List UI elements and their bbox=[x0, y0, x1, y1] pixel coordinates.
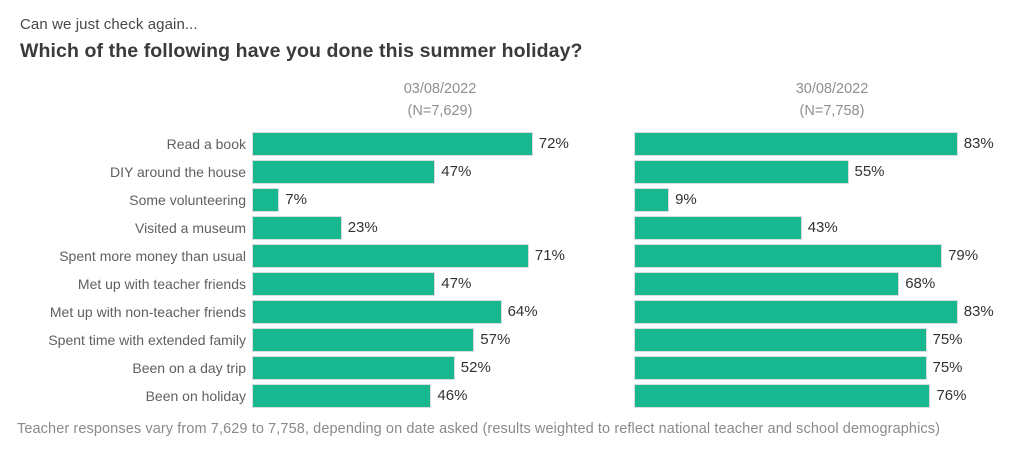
category-label: DIY around the house bbox=[110, 163, 246, 180]
bar-right bbox=[634, 271, 900, 296]
bar-left bbox=[252, 159, 436, 184]
plot-cell-right: 83% bbox=[634, 298, 1024, 326]
plot-cell-left: 64% bbox=[252, 298, 628, 326]
bar-left bbox=[252, 383, 432, 408]
column-header-right-n: (N=7,758) bbox=[799, 102, 865, 119]
plot-cell-left: 46% bbox=[252, 382, 628, 410]
plot-cell-left: 23% bbox=[252, 214, 628, 242]
column-header-right-date: 30/08/2022 bbox=[795, 81, 869, 97]
plot-cell-left: 72% bbox=[252, 130, 628, 158]
bar-right bbox=[634, 131, 958, 156]
category-label: Spent more money than usual bbox=[59, 247, 246, 264]
bar-left bbox=[252, 187, 280, 212]
value-label: 68% bbox=[905, 275, 936, 292]
bar-left bbox=[252, 299, 502, 324]
column-header-left-n: (N=7,629) bbox=[407, 102, 473, 119]
plot-cell-right: 75% bbox=[634, 354, 1024, 382]
plot-cell-right: 55% bbox=[634, 158, 1024, 186]
plot-cell-left: 47% bbox=[252, 158, 628, 186]
chart-title: Which of the following have you done thi… bbox=[20, 40, 583, 62]
column-header-left: 03/08/2022 (N=7,629) bbox=[252, 79, 628, 130]
bar-right bbox=[634, 383, 931, 408]
bar-left bbox=[252, 215, 342, 240]
plot-cell-right: 9% bbox=[634, 186, 1024, 214]
value-label: 75% bbox=[932, 359, 963, 376]
value-label: 79% bbox=[948, 247, 979, 264]
category-label: Spent time with extended family bbox=[48, 331, 246, 348]
bar-right bbox=[634, 243, 943, 268]
plot-cell-left: 47% bbox=[252, 270, 628, 298]
value-label: 52% bbox=[460, 359, 491, 376]
value-label: 57% bbox=[480, 331, 511, 348]
plot-cell-left: 52% bbox=[252, 354, 628, 382]
plot-cell-left: 57% bbox=[252, 326, 628, 354]
bar-left bbox=[252, 355, 455, 380]
value-label: 9% bbox=[675, 191, 697, 208]
bar-right bbox=[634, 215, 802, 240]
header-spacer bbox=[20, 79, 246, 130]
bar-left bbox=[252, 327, 475, 352]
bar-right bbox=[634, 187, 670, 212]
bar-left bbox=[252, 243, 529, 268]
category-label: Met up with teacher friends bbox=[77, 275, 246, 292]
column-header-right: 30/08/2022 (N=7,758) bbox=[634, 79, 1024, 130]
bar-right bbox=[634, 299, 958, 324]
plot-cell-right: 76% bbox=[634, 382, 1024, 410]
value-label: 43% bbox=[807, 219, 838, 236]
value-label: 75% bbox=[932, 331, 963, 348]
category-label: Some volunteering bbox=[129, 191, 246, 208]
bar-left bbox=[252, 271, 436, 296]
plot-cell-left: 71% bbox=[252, 242, 628, 270]
value-label: 47% bbox=[441, 163, 472, 180]
column-header-left-date: 03/08/2022 bbox=[403, 81, 477, 97]
plot-cell-right: 43% bbox=[634, 214, 1024, 242]
chart-footnote: Teacher responses vary from 7,629 to 7,7… bbox=[17, 420, 941, 437]
category-label: Met up with non-teacher friends bbox=[49, 303, 246, 320]
value-label: 64% bbox=[507, 303, 538, 320]
value-label: 72% bbox=[538, 135, 569, 152]
value-label: 7% bbox=[285, 191, 307, 208]
value-label: 71% bbox=[534, 247, 565, 264]
bar-right bbox=[634, 159, 849, 184]
value-label: 55% bbox=[854, 163, 885, 180]
plot-cell-right: 83% bbox=[634, 130, 1024, 158]
plot-cell-right: 68% bbox=[634, 270, 1024, 298]
value-label: 46% bbox=[437, 387, 468, 404]
plot-cell-right: 75% bbox=[634, 326, 1024, 354]
category-label: Been on a day trip bbox=[132, 359, 246, 376]
category-label: Been on holiday bbox=[145, 387, 246, 404]
plot-cell-right: 79% bbox=[634, 242, 1024, 270]
chart-subtitle: Can we just check again... bbox=[20, 16, 198, 33]
category-label: Visited a museum bbox=[134, 219, 246, 236]
bar-right bbox=[634, 355, 927, 380]
value-label: 83% bbox=[963, 135, 994, 152]
value-label: 47% bbox=[441, 275, 472, 292]
bar-chart: 03/08/2022 (N=7,629) 30/08/2022 (N=7,758… bbox=[20, 79, 1024, 410]
value-label: 76% bbox=[936, 387, 967, 404]
bar-right bbox=[634, 327, 927, 352]
plot-cell-left: 7% bbox=[252, 186, 628, 214]
value-label: 83% bbox=[963, 303, 994, 320]
category-label: Read a book bbox=[166, 135, 246, 152]
value-label: 23% bbox=[347, 219, 378, 236]
bar-left bbox=[252, 131, 533, 156]
chart-page: Can we just check again... Which of the … bbox=[17, 16, 1024, 437]
